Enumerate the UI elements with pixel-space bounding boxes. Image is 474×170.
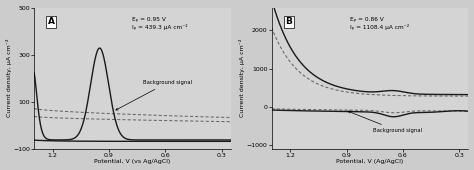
Text: Background signal: Background signal [116, 80, 192, 110]
X-axis label: Potential, V (vs Ag/AgCl): Potential, V (vs Ag/AgCl) [94, 159, 171, 164]
Text: Eₚ = 0.95 V
Iₚ = 439.3 μA cm⁻²: Eₚ = 0.95 V Iₚ = 439.3 μA cm⁻² [132, 18, 188, 30]
Text: Eₚ = 0.86 V
Iₚ = 1108.4 μA cm⁻²: Eₚ = 0.86 V Iₚ = 1108.4 μA cm⁻² [350, 18, 410, 30]
Text: Background signal: Background signal [348, 111, 422, 133]
Y-axis label: Current density, μA cm⁻²: Current density, μA cm⁻² [239, 39, 245, 117]
Y-axis label: Current density, μA cm⁻²: Current density, μA cm⁻² [6, 39, 11, 117]
Text: B: B [285, 18, 292, 27]
X-axis label: Potential, V (Ag/AgCl): Potential, V (Ag/AgCl) [337, 159, 404, 164]
Text: A: A [48, 18, 55, 27]
